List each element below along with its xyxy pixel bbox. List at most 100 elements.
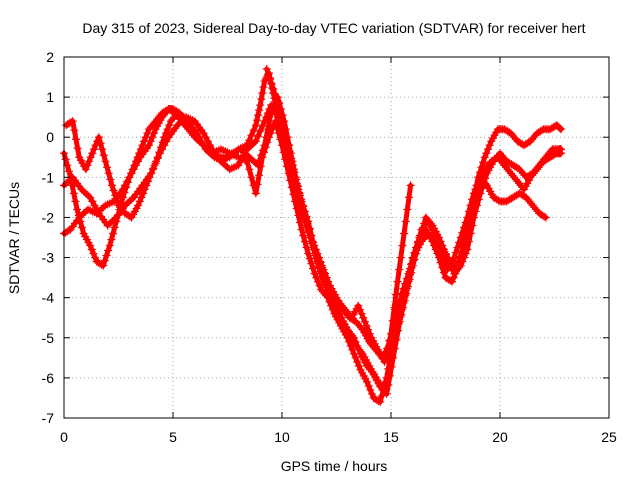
data-point: [495, 155, 504, 164]
data-point: [110, 223, 119, 232]
data-point: [307, 259, 316, 268]
x-tick-label: 0: [60, 429, 68, 445]
data-point: [397, 289, 406, 298]
data-point: [324, 281, 333, 290]
data-point: [510, 173, 519, 182]
data-point: [104, 169, 113, 178]
data-point: [61, 228, 70, 237]
data-point: [142, 181, 151, 190]
data-point: [456, 254, 465, 263]
data-point: [166, 106, 175, 115]
data-point: [65, 119, 74, 128]
data-point: [482, 149, 491, 158]
data-point: [500, 161, 509, 170]
data-point: [95, 259, 104, 268]
data-point: [272, 95, 281, 104]
data-point: [531, 167, 540, 176]
data-point: [151, 117, 160, 126]
data-point: [107, 181, 116, 190]
data-point: [317, 285, 326, 294]
data-point: [291, 197, 300, 206]
data-point: [489, 193, 498, 202]
x-tick-label: 25: [601, 429, 617, 445]
data-point: [366, 385, 375, 394]
data-point: [505, 195, 514, 204]
data-point: [504, 196, 513, 205]
data-point: [443, 274, 452, 283]
data-point: [506, 169, 515, 178]
data-point: [481, 179, 490, 188]
data-point: [478, 175, 487, 184]
data-point: [295, 218, 304, 227]
data-point: [513, 137, 522, 146]
data-point: [274, 129, 283, 138]
data-point: [89, 249, 98, 258]
data-point: [326, 285, 335, 294]
data-point: [454, 261, 463, 270]
data-point: [451, 248, 460, 257]
data-point: [544, 154, 553, 163]
data-point: [104, 246, 113, 255]
data-point: [157, 143, 166, 152]
x-tick-label: 10: [274, 429, 290, 445]
data-point: [328, 289, 337, 298]
data-point: [406, 181, 415, 190]
data-point: [181, 115, 190, 124]
data-point: [343, 333, 352, 342]
data-point: [111, 191, 120, 200]
data-point: [130, 161, 139, 170]
y-tick-label: 2: [46, 49, 54, 65]
data-point: [297, 225, 306, 234]
data-point: [508, 171, 517, 180]
data-point: [281, 155, 290, 164]
data-point: [351, 353, 360, 362]
data-point: [102, 251, 111, 260]
data-point: [518, 169, 527, 178]
data-point: [536, 161, 545, 170]
data-point: [143, 129, 152, 138]
data-point: [469, 189, 478, 198]
data-point: [331, 293, 340, 302]
data-point: [306, 231, 315, 240]
data-point: [249, 126, 258, 135]
data-point: [136, 145, 145, 154]
data-point: [276, 135, 285, 144]
data-point: [148, 165, 157, 174]
data-point: [286, 176, 295, 185]
data-point: [195, 133, 204, 142]
data-point: [381, 379, 390, 388]
data-point: [522, 193, 531, 202]
data-point: [184, 119, 193, 128]
data-point: [466, 201, 475, 210]
y-tick-label: -5: [42, 330, 55, 346]
data-point: [492, 195, 501, 204]
data-point: [480, 153, 489, 162]
data-point: [438, 253, 447, 262]
data-point: [149, 119, 158, 128]
data-point: [112, 196, 121, 205]
data-point: [70, 126, 79, 135]
data-point: [404, 269, 413, 278]
data-point: [458, 228, 467, 237]
data-point: [258, 122, 267, 131]
data-point: [121, 209, 130, 218]
data-point: [457, 247, 466, 256]
data-point: [348, 345, 357, 354]
data-point: [273, 123, 282, 132]
data-point: [278, 141, 286, 150]
data-point: [83, 161, 92, 170]
data-point: [533, 165, 542, 174]
data-point: [255, 106, 264, 115]
data-point: [448, 277, 457, 286]
data-point: [479, 177, 488, 186]
data-point: [456, 233, 465, 242]
data-point: [101, 157, 110, 166]
data-point: [117, 205, 126, 214]
data-point: [145, 173, 154, 182]
data-point: [399, 284, 408, 293]
data-point: [86, 153, 95, 162]
data-point: [360, 317, 369, 326]
data-point: [505, 167, 514, 176]
data-point: [529, 133, 538, 142]
data-point: [134, 201, 143, 210]
